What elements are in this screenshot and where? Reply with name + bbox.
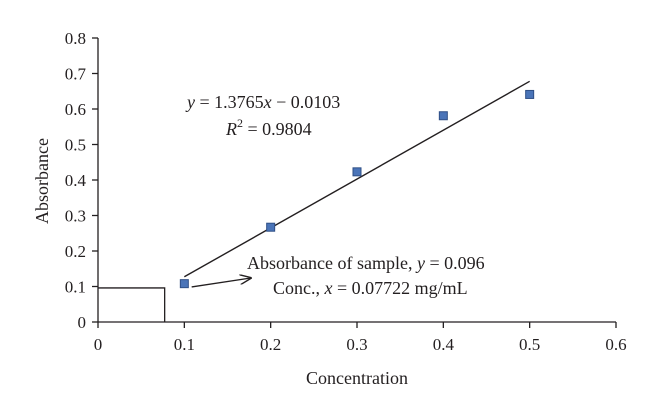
x-ticks: 0 0.1 0.2 0.3 0.4 0.5 0.6 [94, 322, 627, 354]
x-tick-label: 0.1 [174, 335, 195, 354]
r-squared-label: R2 = 0.9804 [225, 116, 312, 139]
sample-absorbance-label: Absorbance of sample, y = 0.096 [247, 253, 485, 273]
data-point [179, 279, 189, 289]
y-tick-label: 0.4 [65, 171, 87, 190]
x-axis-title: Concentration [306, 368, 408, 388]
x-tick-label: 0.6 [605, 335, 626, 354]
y-ticks: 0 0.1 0.2 0.3 0.4 0.5 0.6 0.7 0.8 [65, 29, 98, 332]
y-axis-title: Absorbance [32, 138, 52, 224]
data-point [438, 111, 448, 121]
y-tick-label: 0.7 [65, 65, 87, 84]
x-tick-label: 0 [94, 335, 103, 354]
data-point [266, 222, 276, 232]
y-tick-label: 0.1 [65, 278, 86, 297]
sample-concentration-label: Conc., x = 0.07722 mg/mL [273, 278, 468, 298]
y-tick-label: 0.2 [65, 242, 86, 261]
y-tick-label: 0.8 [65, 29, 86, 48]
x-tick-label: 0.2 [260, 335, 281, 354]
sample-arrow [191, 278, 251, 288]
trendline-equation: y = 1.3765x − 0.0103 [185, 92, 340, 112]
sample-guide-lines [98, 287, 166, 322]
y-tick-label: 0.3 [65, 207, 86, 226]
data-point [352, 167, 362, 177]
data-points [179, 89, 535, 289]
data-point [525, 89, 535, 99]
x-tick-label: 0.5 [519, 335, 540, 354]
y-tick-label: 0 [78, 313, 87, 332]
x-tick-label: 0.4 [433, 335, 455, 354]
y-tick-label: 0.6 [65, 100, 86, 119]
x-tick-label: 0.3 [346, 335, 367, 354]
y-tick-label: 0.5 [65, 136, 86, 155]
trendline [183, 80, 531, 278]
